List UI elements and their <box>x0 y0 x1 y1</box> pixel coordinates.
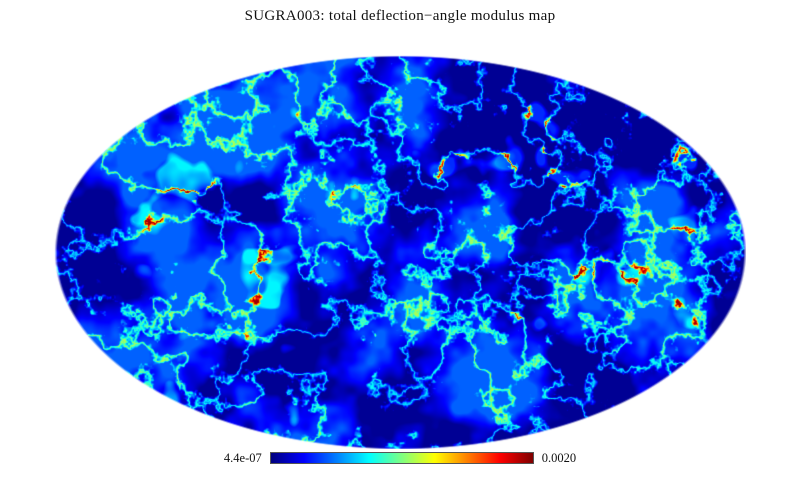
colorbar-gradient-canvas <box>269 452 534 465</box>
sky-map-canvas <box>54 55 746 449</box>
colorbar-min-label: 4.4e-07 <box>223 451 262 465</box>
colorbar: 4.4e-07 0.0020 <box>0 452 800 465</box>
colorbar-max-label: 0.0020 <box>541 451 577 465</box>
figure-title: SUGRA003: total deflection−angle modulus… <box>244 8 556 24</box>
